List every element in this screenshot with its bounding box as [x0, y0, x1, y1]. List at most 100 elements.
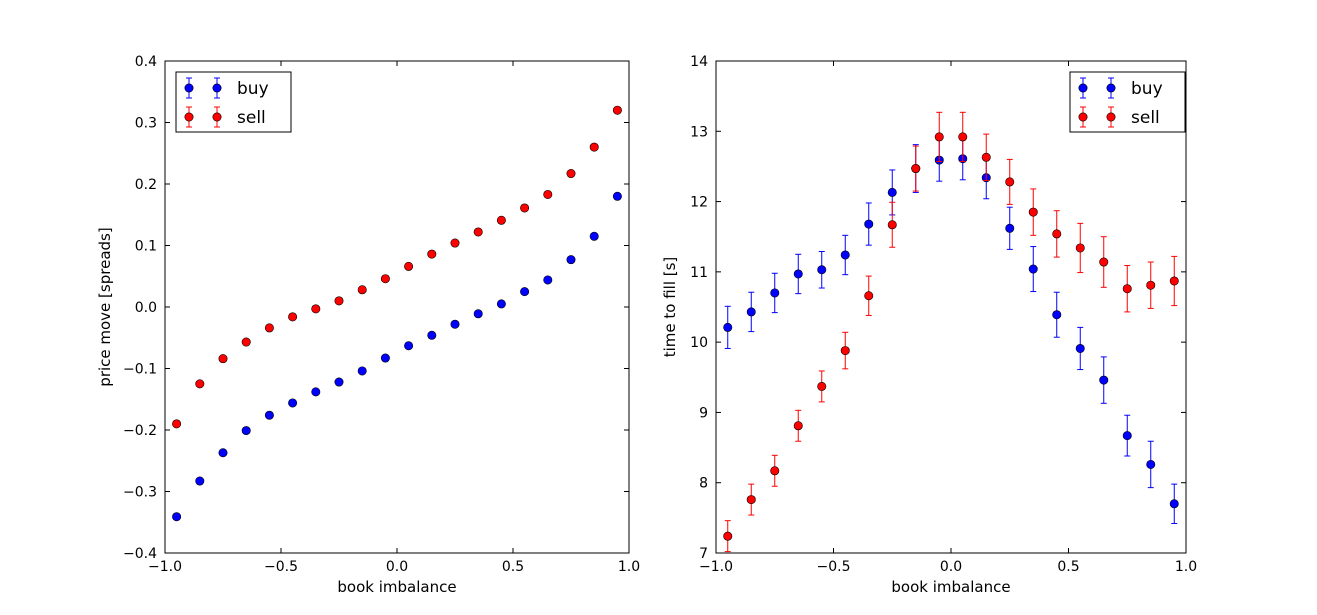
data-point-buy — [1122, 431, 1132, 441]
y-tick-label: 0.3 — [135, 116, 157, 132]
data-point-buy — [427, 330, 437, 340]
data-point-buy — [450, 319, 460, 329]
data-point-sell — [496, 215, 506, 225]
x-axis-label: book imbalance — [337, 578, 456, 596]
data-point-buy — [746, 307, 756, 317]
data-point-sell — [543, 189, 553, 199]
data-point-sell — [911, 164, 921, 174]
y-axis-label: price move [spreads] — [96, 227, 114, 386]
data-point-buy — [520, 287, 530, 297]
data-point-sell — [1028, 207, 1038, 217]
data-point-sell — [380, 274, 390, 284]
data-point-sell — [566, 169, 576, 179]
data-point-sell — [934, 132, 944, 142]
x-tick-label: −1.0 — [148, 559, 182, 575]
data-point-sell — [770, 466, 780, 476]
data-point-sell — [427, 249, 437, 259]
data-point-buy — [1169, 499, 1179, 509]
x-tick-label: 0.0 — [940, 559, 962, 575]
x-tick-label: 1.0 — [1175, 559, 1197, 575]
data-point-sell — [1099, 257, 1109, 267]
series-sell — [723, 111, 1179, 553]
data-point-sell — [981, 152, 991, 162]
y-tick-label: 10 — [690, 335, 708, 351]
data-point-sell — [218, 354, 228, 364]
data-point-buy — [473, 309, 483, 319]
data-point-buy — [589, 231, 599, 241]
data-point-sell — [793, 421, 803, 431]
y-tick-label: 14 — [690, 54, 708, 70]
plot-frame — [715, 60, 1187, 554]
legend-marker-buy — [1106, 83, 1116, 93]
data-point-sell — [520, 203, 530, 213]
data-point-buy — [1052, 310, 1062, 320]
data-point-buy — [172, 512, 182, 522]
legend-marker-buy — [184, 83, 194, 93]
x-tick-label: 0.0 — [386, 559, 408, 575]
x-tick-label: −1.0 — [699, 559, 733, 575]
y-tick-label: 0.0 — [135, 300, 157, 316]
data-point-buy — [380, 353, 390, 363]
data-point-sell — [288, 312, 298, 322]
data-point-buy — [612, 191, 622, 201]
y-tick-label: 7 — [699, 546, 708, 562]
data-point-buy — [288, 398, 298, 408]
data-point-buy — [793, 269, 803, 279]
data-point-buy — [241, 426, 251, 436]
data-point-sell — [612, 105, 622, 115]
data-point-buy — [817, 265, 827, 275]
legend-marker-buy — [212, 83, 222, 93]
chart-2: −1.0 −0.5 0.0 0.5 1.0 7 8 9 10 11 12 13 14 book imbal… — [661, 54, 1197, 596]
x-tick-label: 1.0 — [618, 559, 640, 575]
data-point-sell — [1075, 243, 1085, 253]
data-point-buy — [404, 341, 414, 351]
y-tick-label: −0.2 — [123, 423, 157, 439]
x-tick-label: −0.5 — [817, 559, 851, 575]
legend-marker-buy — [1078, 83, 1088, 93]
data-point-sell — [357, 285, 367, 295]
data-point-sell — [172, 419, 182, 429]
data-point-sell — [264, 323, 274, 333]
x-tick-label: 0.5 — [502, 559, 524, 575]
y-tick-label: −0.4 — [123, 546, 157, 562]
y-tick-label: −0.1 — [123, 362, 157, 378]
legend: buy sell — [1069, 71, 1186, 133]
data-point-sell — [404, 261, 414, 271]
data-point-buy — [195, 476, 205, 486]
legend: buy sell — [175, 71, 292, 133]
y-tick-label: 13 — [690, 124, 708, 140]
data-point-buy — [1146, 459, 1156, 469]
data-point-buy — [1075, 343, 1085, 353]
data-point-sell — [1122, 284, 1132, 294]
data-point-buy — [723, 322, 733, 332]
data-point-buy — [264, 410, 274, 420]
y-tick-label: 0.4 — [135, 54, 157, 70]
legend-label-sell: sell — [1131, 108, 1160, 128]
data-point-sell — [864, 291, 874, 301]
data-point-buy — [496, 299, 506, 309]
y-axis-label: time to fill [s] — [661, 257, 679, 358]
x-tick-label: 0.5 — [1057, 559, 1079, 575]
y-tick-label: 12 — [690, 195, 708, 211]
legend-marker-sell — [212, 112, 222, 122]
data-point-sell — [195, 379, 205, 389]
data-point-buy — [357, 366, 367, 376]
data-point-buy — [334, 377, 344, 387]
data-point-sell — [241, 337, 251, 347]
data-point-sell — [1005, 177, 1015, 187]
data-point-sell — [723, 531, 733, 541]
series-sell — [172, 105, 622, 429]
data-point-buy — [1028, 264, 1038, 274]
plot-frame — [164, 60, 630, 554]
data-point-buy — [311, 387, 321, 397]
legend-marker-sell — [1078, 112, 1088, 122]
data-point-buy — [770, 288, 780, 298]
x-axis-label: book imbalance — [891, 578, 1010, 596]
data-point-sell — [334, 296, 344, 306]
legend-label-sell: sell — [237, 108, 266, 128]
data-point-sell — [450, 238, 460, 248]
data-point-sell — [473, 227, 483, 237]
legend-label-buy: buy — [1131, 79, 1163, 99]
series-buy — [172, 191, 622, 522]
data-point-sell — [817, 381, 827, 391]
